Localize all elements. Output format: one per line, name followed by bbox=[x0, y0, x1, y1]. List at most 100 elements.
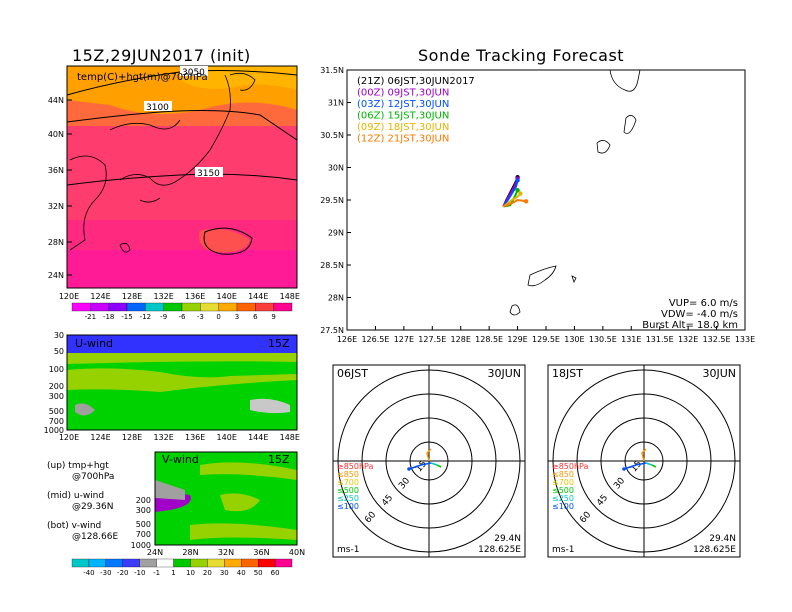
lon-tick: 136E bbox=[185, 292, 205, 301]
track-endpoint bbox=[518, 191, 523, 196]
lat-tick: 32N bbox=[218, 548, 234, 557]
vup-value: VUP= 6.0 m/s bbox=[669, 298, 738, 309]
cbar-swatch bbox=[163, 302, 183, 312]
cbar-swatch bbox=[173, 558, 191, 568]
track-line bbox=[502, 180, 519, 208]
level-legend: ≥850hPa bbox=[552, 462, 589, 471]
uwind-label: U-wind bbox=[75, 337, 113, 350]
temp-colorbar: -21 -18 -15 -12 -9 -6 -3 0 3 6 9 bbox=[71, 302, 293, 321]
cbar-swatch bbox=[200, 302, 219, 312]
lat-tick: 27.5N bbox=[320, 326, 344, 335]
cbar-swatch bbox=[145, 302, 164, 312]
level-legend: ≤500 bbox=[552, 486, 574, 495]
track-endpoint bbox=[523, 199, 529, 204]
lon-tick: 140E bbox=[217, 433, 237, 442]
cbar-swatch bbox=[105, 558, 123, 568]
polar-date: 30JUN bbox=[702, 367, 736, 380]
vwind-time: 15Z bbox=[268, 453, 290, 466]
temp-lon-axis: 120E 124E 128E 132E 136E 140E 144E 148E bbox=[59, 292, 300, 301]
right-title: Sonde Tracking Forecast bbox=[418, 46, 625, 65]
lon-tick: 132.5E bbox=[703, 335, 731, 344]
cbar-label: -10 bbox=[134, 569, 145, 577]
cbar-label: -12 bbox=[140, 313, 151, 321]
level-legend: ≤250 bbox=[337, 494, 359, 503]
cbar-label: 40 bbox=[237, 569, 246, 577]
track-legend-item: (06Z) 15JST,30JUN bbox=[357, 111, 449, 122]
polar-unit: ms-1 bbox=[337, 545, 359, 555]
cbar-label: -18 bbox=[103, 313, 114, 321]
lon-tick: 129E bbox=[507, 335, 527, 344]
cbar-swatch bbox=[71, 302, 91, 312]
cbar-swatch bbox=[224, 558, 242, 568]
cbar-swatch bbox=[236, 302, 256, 312]
legend-mid: (mid) u-wind bbox=[47, 491, 104, 501]
hodograph-segment bbox=[651, 464, 657, 468]
contour-label-3050: 3050 bbox=[182, 68, 205, 78]
polar-date: 30JUN bbox=[487, 367, 521, 380]
tracking-map bbox=[346, 69, 746, 331]
cbar-swatch bbox=[108, 302, 128, 312]
cbar-label: -30 bbox=[100, 569, 111, 577]
cbar-swatch bbox=[258, 558, 276, 568]
hodograph-segment bbox=[426, 448, 432, 462]
pressure-tick: 300 bbox=[136, 506, 151, 515]
legend-bot-level: @128.66E bbox=[72, 532, 118, 542]
left-title: 15Z,29JUN2017 (init) bbox=[72, 46, 251, 65]
lon-tick: 120E bbox=[59, 433, 79, 442]
cbar-swatch bbox=[88, 558, 106, 568]
track-legend-item: (21Z) 06JST,30JUN2017 bbox=[357, 76, 475, 87]
lon-tick: 128E bbox=[122, 292, 142, 301]
cbar-label: 60 bbox=[271, 569, 280, 577]
lat-tick: 40N bbox=[289, 548, 305, 557]
lat-tick: 29N bbox=[328, 229, 344, 238]
map-label: temp(C)+hgt(m)@700hPa bbox=[77, 72, 208, 83]
cbar-label: 50 bbox=[254, 569, 263, 577]
lon-tick: 132E bbox=[153, 433, 173, 442]
vdw-value: VDW= -4.0 m/s bbox=[661, 309, 738, 320]
cbar-label: 20 bbox=[203, 569, 212, 577]
lon-tick: 131E bbox=[621, 335, 641, 344]
cbar-label: -3 bbox=[197, 313, 204, 321]
cbar-label: -20 bbox=[117, 569, 128, 577]
lat-tick: 36N bbox=[48, 166, 64, 175]
track-legend-item: (09Z) 18JST,30JUN bbox=[357, 122, 449, 133]
lat-tick: 30.5N bbox=[320, 131, 344, 140]
cbar-swatch bbox=[274, 558, 293, 568]
hodograph-segment bbox=[420, 462, 432, 466]
polar-unit: ms-1 bbox=[552, 545, 574, 555]
lon-tick: 124E bbox=[90, 292, 110, 301]
hodograph-segment bbox=[430, 462, 438, 466]
lon-tick: 120E bbox=[59, 292, 79, 301]
vwind-panel: V-wind 15Z bbox=[154, 451, 298, 546]
lat-tick: 28.5N bbox=[320, 261, 344, 270]
cbar-label: -1 bbox=[153, 569, 160, 577]
cbar-label: -6 bbox=[179, 313, 187, 321]
lat-tick: 28N bbox=[328, 294, 344, 303]
polar-lat: 29.4N bbox=[494, 534, 521, 544]
cbar-label: -21 bbox=[85, 313, 96, 321]
lon-tick: 126E bbox=[337, 335, 357, 344]
vwind-label: V-wind bbox=[162, 453, 199, 466]
lat-tick: 32N bbox=[48, 202, 64, 211]
hodograph-segment bbox=[641, 448, 647, 462]
polar-time: 06JST bbox=[337, 367, 368, 380]
hodograph-segment bbox=[623, 464, 637, 470]
legend-bot: (bot) v-wind bbox=[47, 521, 101, 531]
lat-tick: 31N bbox=[328, 99, 344, 108]
contour-label-3150: 3150 bbox=[197, 169, 220, 179]
panel-legend: (up) tmp+hgt @700hPa (mid) u-wind @29.36… bbox=[47, 461, 118, 542]
lon-tick: 127.5E bbox=[418, 335, 446, 344]
polar-lat: 29.4N bbox=[709, 534, 736, 544]
cbar-swatch bbox=[255, 302, 274, 312]
level-legend: ≤250 bbox=[552, 494, 574, 503]
pressure-tick: 50 bbox=[54, 347, 64, 356]
lon-tick: 128E bbox=[122, 433, 142, 442]
lon-tick: 131.5E bbox=[646, 335, 674, 344]
lon-tick: 148E bbox=[280, 433, 300, 442]
temp-map: 3050 3100 3150 temp(C)+hgt(m)@700hPa bbox=[66, 65, 298, 289]
lon-tick: 128.5E bbox=[475, 335, 503, 344]
lon-tick: 148E bbox=[280, 292, 300, 301]
cbar-swatch bbox=[190, 558, 208, 568]
lat-tick: 24N bbox=[48, 271, 64, 280]
cbar-label: 0 bbox=[216, 313, 220, 321]
